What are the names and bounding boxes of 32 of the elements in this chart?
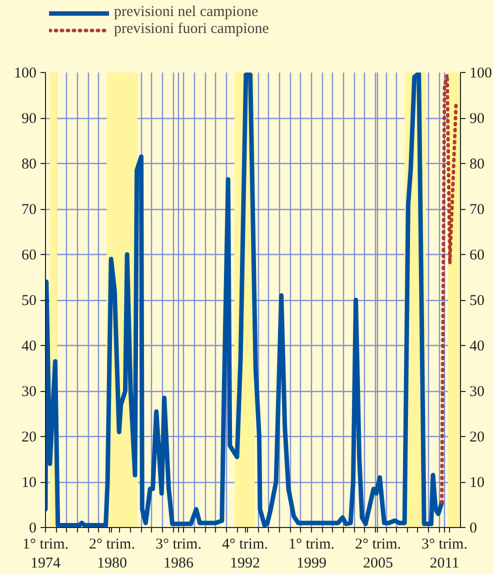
y2-tick-label: 80 bbox=[470, 156, 484, 172]
y2-tick-label: 20 bbox=[470, 430, 484, 446]
x-tick-label: 4° trim. 1992 bbox=[222, 536, 268, 572]
y-tick-label: 40 bbox=[22, 338, 36, 354]
x-tick-label: 1° trim. 1974 bbox=[22, 536, 68, 572]
y2-tick-label: 70 bbox=[470, 202, 484, 218]
x-tick-label: 2° trim. 2005 bbox=[354, 536, 401, 572]
y-tick-label: 100 bbox=[14, 66, 36, 82]
y-tick-label: 50 bbox=[22, 293, 36, 309]
legend-label: previsioni nel campione bbox=[114, 4, 258, 21]
y2-tick-label: 0 bbox=[470, 520, 477, 536]
y-tick-label: 30 bbox=[22, 384, 36, 400]
y2-tick-label: 30 bbox=[470, 384, 484, 400]
y2-tick-label: 90 bbox=[470, 111, 484, 127]
y2-tick-label: 50 bbox=[470, 293, 484, 309]
line-series bbox=[440, 73, 458, 504]
y2-tick-label: 60 bbox=[470, 248, 484, 264]
y2-tick-label: 10 bbox=[470, 475, 484, 491]
y-tick-label: 60 bbox=[22, 248, 36, 264]
y-tick-label: 70 bbox=[22, 202, 36, 218]
x-tick-label: 2° trim. 1980 bbox=[88, 536, 135, 572]
y2-tick-label: 100 bbox=[470, 66, 492, 82]
y-tick-label: 80 bbox=[22, 156, 36, 172]
y-tick-label: 90 bbox=[22, 111, 36, 127]
y-tick-label: 0 bbox=[29, 520, 36, 536]
y-tick-label: 10 bbox=[22, 475, 36, 491]
y2-tick-label: 40 bbox=[470, 338, 484, 354]
x-tick-label: 3° trim. 1986 bbox=[155, 536, 202, 572]
y-tick-label: 20 bbox=[22, 430, 36, 446]
legend-label: previsioni fuori campione bbox=[114, 21, 269, 38]
x-tick-label: 1° trim. 1999 bbox=[288, 536, 335, 572]
x-tick-label: 3° trim. 2011 bbox=[421, 536, 468, 572]
